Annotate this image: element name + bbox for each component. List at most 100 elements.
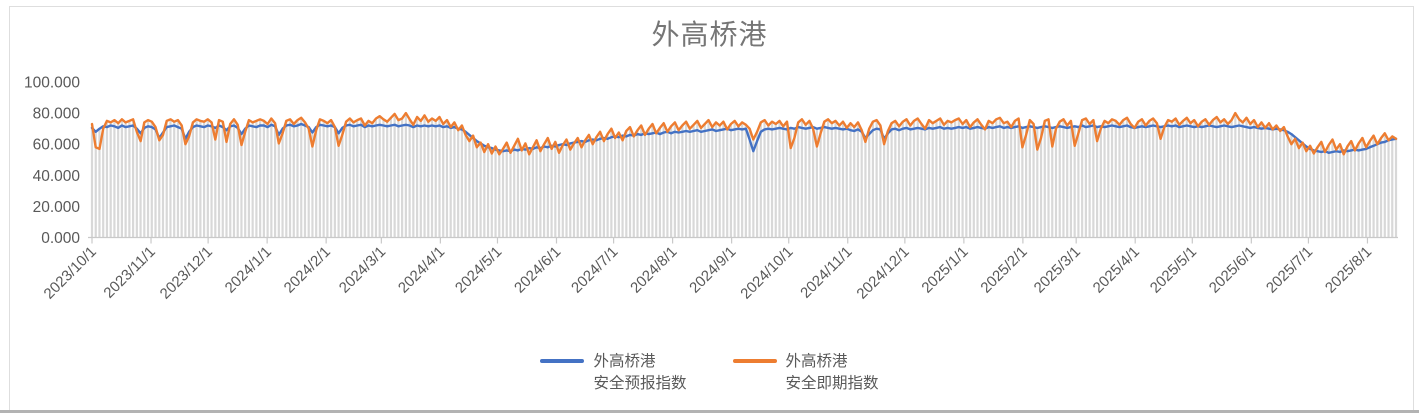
- drop-line-bar: [1357, 143, 1360, 238]
- drop-line-bar: [1178, 124, 1181, 238]
- drop-line-bar: [1338, 144, 1342, 238]
- y-tick-label: 80.000: [33, 106, 81, 123]
- x-tick-label: 2025/3/1: [1031, 243, 1084, 296]
- drop-line-bar: [161, 132, 165, 238]
- drop-line-bar: [871, 121, 875, 238]
- drop-line-bar: [1062, 119, 1065, 238]
- drop-line-bar: [1066, 125, 1069, 238]
- x-tick-label: 2024/10/1: [737, 243, 796, 302]
- drop-line-bar: [1125, 117, 1129, 238]
- drop-line-bar: [262, 120, 265, 238]
- drop-line-bar: [158, 137, 161, 238]
- drop-line-bar: [273, 123, 277, 238]
- drop-line-bar: [430, 118, 434, 238]
- drop-line-bar: [1394, 138, 1398, 238]
- drop-line-bar: [1200, 121, 1203, 238]
- drop-line-bar: [741, 122, 744, 238]
- drop-line-bar: [714, 122, 718, 238]
- drop-line-bar: [729, 123, 733, 238]
- drop-line-bar: [202, 121, 206, 238]
- drop-line-bar: [718, 125, 721, 238]
- drop-line-bar: [927, 120, 931, 238]
- drop-line-bar: [1346, 146, 1349, 238]
- drop-line-bar: [180, 125, 183, 238]
- drop-line-bar: [1193, 120, 1196, 238]
- drop-line-bar: [991, 123, 994, 238]
- drop-line-bar: [1230, 120, 1233, 238]
- drop-line-bar: [1383, 133, 1386, 238]
- drop-line-bar: [1361, 137, 1364, 238]
- drop-line-bar: [154, 127, 157, 238]
- drop-line-bar: [961, 123, 964, 238]
- drop-line-bar: [1077, 127, 1080, 238]
- drop-line-bar: [438, 116, 441, 238]
- drop-line-bar: [1312, 150, 1315, 238]
- drop-line-bar: [1264, 127, 1267, 238]
- drop-line-bar: [505, 142, 508, 238]
- drop-line-bar: [300, 117, 303, 238]
- drop-line-bar: [983, 128, 987, 238]
- drop-line-bar: [868, 128, 871, 238]
- drop-line-bar: [1144, 125, 1147, 238]
- x-tick-label: 2024/4/1: [395, 243, 448, 296]
- drop-line-bar: [901, 121, 904, 238]
- drop-line-bar: [128, 120, 131, 238]
- drop-line-bar: [393, 113, 396, 238]
- drop-line-bar: [640, 125, 643, 238]
- drop-line-bar: [285, 120, 288, 238]
- drop-line-bar: [1271, 129, 1274, 238]
- drop-line-bar: [980, 124, 983, 238]
- drop-line-bar: [1290, 134, 1293, 238]
- x-tick-label: 2023/11/1: [100, 243, 158, 301]
- drop-line-bar: [1036, 127, 1039, 238]
- drop-line-bar: [1219, 122, 1222, 238]
- drop-line-bar: [132, 119, 135, 238]
- drop-line-bar: [266, 123, 269, 238]
- drop-line-bar: [651, 123, 654, 238]
- drop-line-bar: [894, 120, 897, 238]
- drop-line-bar: [625, 130, 628, 238]
- drop-line-bar: [531, 147, 534, 238]
- drop-line-bar: [259, 119, 262, 238]
- y-tick-label: 40.000: [33, 168, 81, 185]
- x-tick-label: 2024/1/1: [222, 243, 275, 296]
- drop-line-bar: [528, 148, 531, 238]
- drop-line-bar: [606, 134, 609, 238]
- drop-line-bar: [554, 141, 557, 238]
- drop-line-bar: [1073, 126, 1076, 238]
- drop-line-bar: [341, 127, 344, 238]
- drop-line-bar: [236, 124, 239, 238]
- drop-line-bar: [539, 148, 542, 238]
- drop-line-bar: [363, 125, 366, 238]
- spot-index-line: [90, 111, 1398, 156]
- drop-line-bar: [1252, 120, 1256, 238]
- drop-line-bar: [404, 113, 407, 238]
- legend-line-swatch-forecast-icon: [540, 359, 585, 363]
- drop-line-bar: [232, 119, 236, 238]
- drop-line-bar: [968, 127, 972, 238]
- x-tick-label: 2024/3/1: [336, 243, 389, 296]
- drop-line-bar: [1069, 120, 1073, 238]
- drop-line-bar: [677, 130, 680, 238]
- x-tick-label: 2024/2/1: [281, 243, 334, 296]
- drop-line-bar: [599, 131, 602, 238]
- drop-line-bar: [998, 117, 1002, 238]
- legend-item-spot[interactable]: 外高桥港 安全即期指数: [732, 351, 879, 395]
- drop-line-bar: [296, 120, 299, 238]
- drop-line-bar: [1122, 120, 1125, 238]
- drop-line-bar: [247, 120, 251, 238]
- x-tick-label: 2024/5/1: [452, 243, 505, 296]
- drop-line-bar: [445, 120, 449, 238]
- drop-line-bar: [804, 124, 807, 238]
- drop-line-bar: [1092, 120, 1095, 238]
- legend-item-forecast[interactable]: 外高桥港 安全预报指数: [540, 351, 687, 395]
- drop-line-bar: [1099, 126, 1102, 238]
- drop-line-bar: [288, 119, 292, 238]
- drop-line-bar: [1181, 120, 1185, 238]
- drop-line-bar: [1372, 135, 1375, 238]
- drop-line-bar: [378, 116, 381, 238]
- drop-line-bar: [135, 128, 138, 238]
- drop-line-bar: [561, 144, 564, 238]
- drop-line-bar: [318, 119, 322, 238]
